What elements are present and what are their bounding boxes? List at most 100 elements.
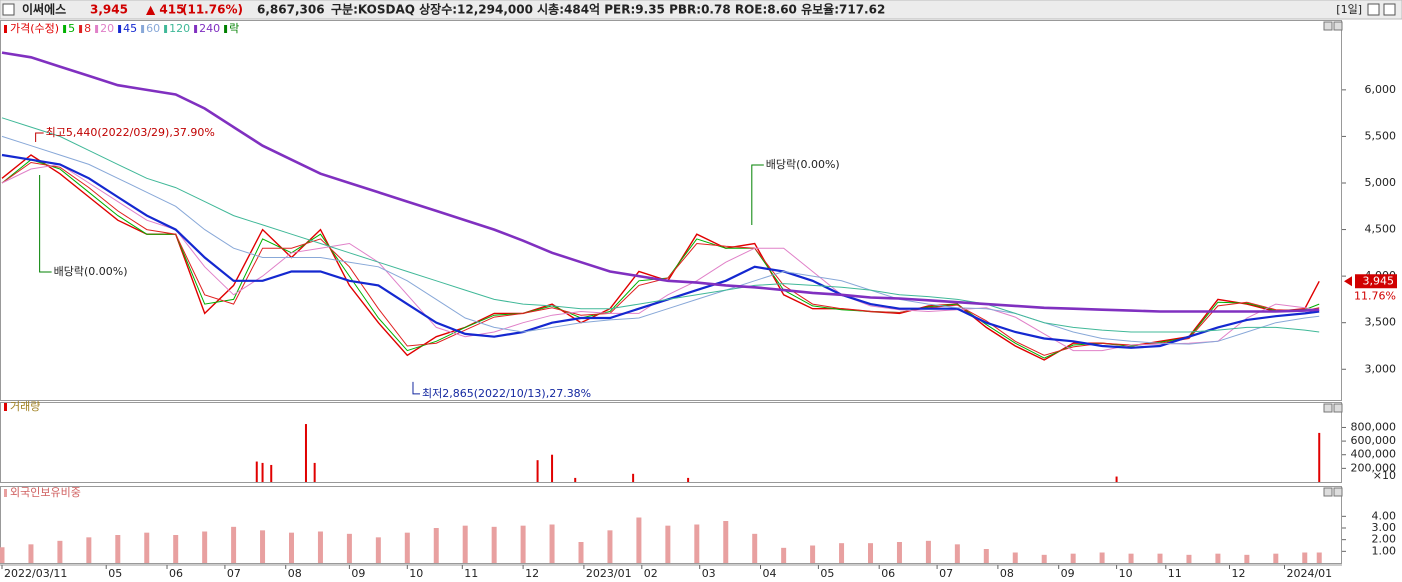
- bar: [202, 531, 208, 563]
- bar: [1012, 552, 1018, 563]
- close-button[interactable]: [1383, 3, 1396, 16]
- last-price: 3,945: [1363, 274, 1395, 287]
- dividend-label: 배당락(0.00%): [54, 265, 128, 278]
- low-arrow: [412, 381, 420, 395]
- series-line: [1, 163, 1320, 352]
- bar: [346, 533, 352, 563]
- series-line: [1, 154, 1320, 361]
- high-arrow: [35, 132, 44, 143]
- foreign-panel: [0, 486, 1342, 564]
- x-tick-label: 05: [820, 567, 834, 580]
- dividend-line: [751, 164, 764, 225]
- bar: [173, 535, 179, 563]
- last-arrow: [1344, 276, 1352, 287]
- dividend-label: 배당락(0.00%): [766, 158, 840, 171]
- bar: [752, 533, 758, 563]
- bar: [375, 537, 381, 563]
- legend-label: 120: [169, 22, 190, 35]
- bar: [665, 525, 671, 563]
- panel-icon[interactable]: [1333, 403, 1343, 413]
- bar: [28, 544, 34, 563]
- y-tick-label: 4.00: [1372, 509, 1397, 522]
- bar: [520, 525, 526, 563]
- bar: [551, 454, 554, 482]
- x-tick-label: 06: [169, 567, 183, 580]
- legend-label: 가격(수정): [10, 22, 59, 35]
- bar: [578, 542, 584, 563]
- bar: [317, 531, 323, 563]
- legend-swatch: [224, 25, 228, 33]
- bar: [1302, 552, 1308, 563]
- x-tick-label: 08: [1000, 567, 1014, 580]
- legend-label: 240: [199, 22, 220, 35]
- volume-panel: [0, 402, 1342, 483]
- y-tick-label: 600,000: [1351, 434, 1397, 447]
- bar: [1186, 554, 1192, 563]
- y-tick-label: 5,000: [1365, 176, 1397, 189]
- bar: [723, 521, 729, 563]
- bar: [574, 477, 577, 482]
- price-panel: [0, 20, 1342, 401]
- low-label: 최저2,865(2022/10/13),27.38%: [422, 387, 591, 400]
- bar: [536, 460, 539, 482]
- y-tick-label: 1.00: [1372, 544, 1397, 557]
- last-change: 11.76%: [1354, 289, 1396, 302]
- series-line: [1, 161, 1320, 356]
- y-tick-label: 4,500: [1365, 223, 1397, 236]
- y-tick-label: 5,500: [1365, 129, 1397, 142]
- bar: [868, 543, 874, 563]
- legend-swatch: [118, 25, 122, 33]
- min-button[interactable]: [1367, 3, 1380, 16]
- x-tick-label: 09: [351, 567, 365, 580]
- x-tick-label: 11: [1168, 567, 1182, 580]
- header-bar: [0, 0, 1402, 20]
- y-tick-label: 6,000: [1365, 83, 1397, 96]
- period[interactable]: [1일]: [1336, 2, 1362, 16]
- x-tick-label: 07: [227, 567, 241, 580]
- bar: [0, 547, 5, 563]
- bar: [694, 524, 700, 563]
- bar: [1316, 552, 1322, 563]
- bar: [313, 462, 316, 482]
- bar: [57, 540, 63, 563]
- legend-swatch: [141, 25, 145, 33]
- bar: [549, 524, 555, 563]
- bar: [144, 532, 150, 563]
- dividend-line: [39, 175, 52, 273]
- panel-icon[interactable]: [1333, 487, 1343, 497]
- bar: [1128, 553, 1134, 563]
- panel-icon[interactable]: [1323, 487, 1333, 497]
- legend-label: 8: [84, 22, 91, 35]
- bar: [289, 532, 295, 563]
- series-line: [1, 159, 1320, 359]
- bar: [1318, 432, 1321, 482]
- bar: [1215, 553, 1221, 563]
- bar: [636, 517, 642, 563]
- series-line: [1, 153, 1320, 349]
- high-label: 최고5,440(2022/03/29),37.90%: [46, 126, 215, 139]
- legend-label: 5: [68, 22, 75, 35]
- panel-icon[interactable]: [1323, 403, 1333, 413]
- panel-icon[interactable]: [1323, 21, 1333, 31]
- x-tick-label: 2023/01: [586, 567, 632, 580]
- x-tick-label: 10: [1119, 567, 1133, 580]
- bar: [255, 461, 258, 482]
- panel-icon[interactable]: [1333, 21, 1343, 31]
- bar: [687, 477, 690, 482]
- bar: [270, 464, 273, 482]
- x-tick-label: 2024/01: [1286, 567, 1332, 580]
- legend-label: 20: [100, 22, 114, 35]
- y-tick-label: 3,000: [1365, 362, 1397, 375]
- bar: [1244, 554, 1250, 563]
- bar: [925, 540, 931, 563]
- panel-title: 외국인보유비중: [10, 486, 81, 499]
- y-tick-label: 2.00: [1372, 533, 1397, 546]
- bar: [86, 537, 92, 563]
- window-icon[interactable]: [2, 3, 15, 16]
- y-tick-label: 800,000: [1351, 420, 1397, 433]
- x-tick-label: 06: [881, 567, 895, 580]
- change-pct: (11.76%): [182, 3, 243, 17]
- bar: [632, 473, 635, 482]
- bar: [462, 525, 468, 563]
- series-line: [1, 51, 1320, 313]
